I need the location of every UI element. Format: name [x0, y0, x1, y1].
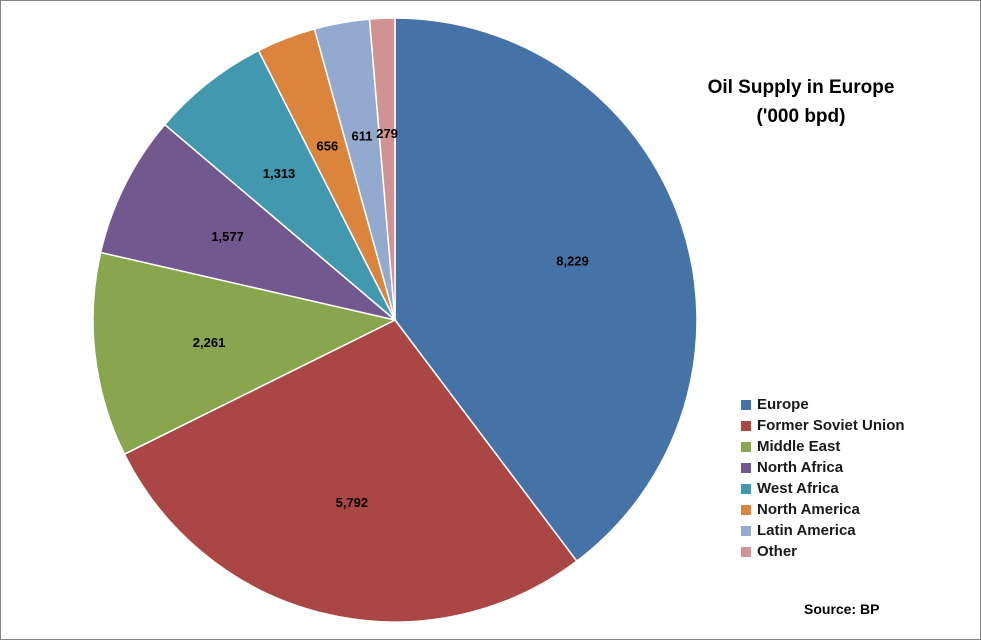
legend-swatch: [741, 462, 751, 473]
legend-swatch: [741, 504, 751, 515]
legend-item: North America: [741, 499, 905, 520]
legend-swatch: [741, 546, 751, 557]
pie-slice-europe: [394, 17, 698, 563]
pie-slice-north-africa: [99, 123, 396, 321]
data-label: 1,313: [263, 166, 296, 181]
legend-item: Former Soviet Union: [741, 415, 905, 436]
legend-label: Other: [757, 543, 798, 560]
legend-label: Europe: [757, 396, 809, 413]
chart-legend: Europe Former Soviet Union Middle East Nort…: [741, 394, 905, 562]
pie-slice-west-africa: [163, 49, 396, 321]
legend-label: Former Soviet Union: [757, 417, 905, 434]
pie-slice-other: [368, 17, 396, 321]
legend-swatch: [741, 441, 751, 452]
data-label: 1,577: [211, 229, 244, 244]
legend-item: West Africa: [741, 478, 905, 499]
source-note: Source: BP: [804, 601, 880, 617]
legend-swatch: [741, 525, 751, 536]
legend-swatch: [741, 483, 751, 494]
legend-label: Middle East: [757, 438, 841, 455]
chart-title: Oil Supply in Europe: [707, 77, 895, 98]
data-label: 8,229: [556, 254, 589, 269]
legend-swatch: [741, 420, 751, 431]
legend-label: North Africa: [757, 459, 844, 476]
legend-label: Latin America: [757, 522, 856, 539]
chart-subtitle: ('000 bpd): [756, 106, 846, 127]
data-label: 2,261: [193, 335, 226, 350]
legend-item: Other: [741, 541, 905, 562]
data-label: 279: [376, 126, 398, 141]
legend-label: West Africa: [757, 480, 839, 497]
pie-slice-former-soviet-union: [123, 319, 578, 623]
legend-item: Latin America: [741, 520, 905, 541]
legend-item: Europe: [741, 394, 905, 415]
data-label: 5,792: [336, 495, 369, 510]
data-label: 656: [317, 138, 339, 153]
legend-label: North America: [757, 501, 860, 518]
legend-item: Middle East: [741, 436, 905, 457]
legend-swatch: [741, 399, 751, 410]
legend-item: North Africa: [741, 457, 905, 478]
data-label: 611: [351, 129, 372, 144]
